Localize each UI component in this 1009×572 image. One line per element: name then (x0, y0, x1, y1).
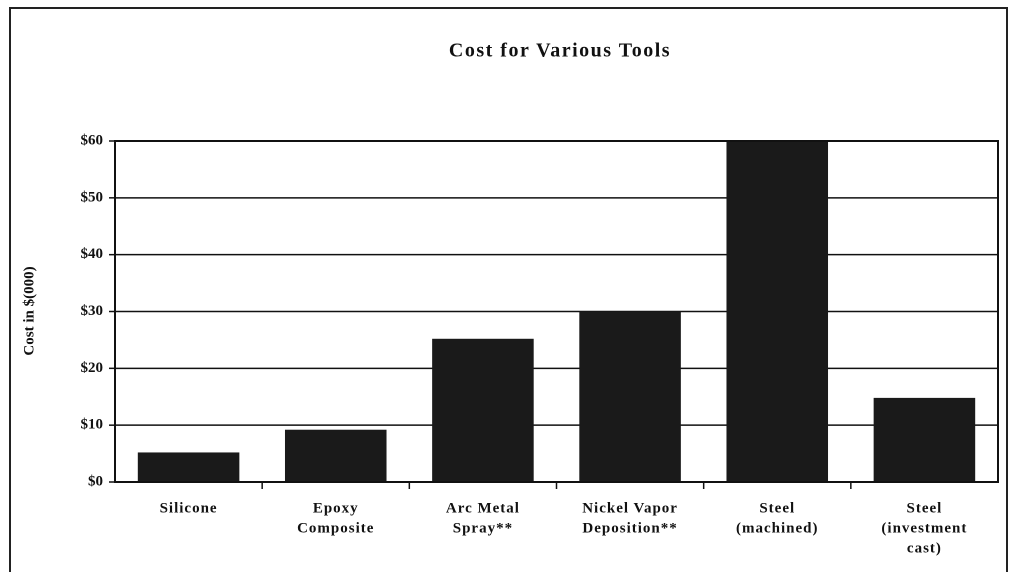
x-tick-label: Spray** (453, 520, 513, 536)
y-tick-label: $40 (81, 246, 104, 262)
x-tick-label: Silicone (160, 500, 218, 516)
x-tick-label: cast) (907, 540, 942, 556)
plot-frame (114, 140, 999, 483)
x-tick-label: Steel (759, 500, 795, 516)
x-tick-label: Nickel Vapor (582, 500, 678, 516)
y-tick-label: $10 (81, 417, 104, 433)
bar (432, 338, 534, 482)
x-tick-label: Arc Metal (446, 500, 520, 516)
x-tick-label: Composite (297, 520, 374, 536)
x-tick-label: Steel (907, 500, 943, 516)
bar (873, 397, 976, 482)
y-tick-label: $20 (81, 360, 104, 376)
y-tick-label: $0 (88, 473, 103, 489)
x-tick-label: Deposition** (582, 520, 677, 536)
y-tick-label: $50 (81, 189, 104, 205)
bar (579, 311, 681, 482)
bar (137, 452, 240, 482)
x-tick-label: (machined) (736, 520, 819, 536)
x-tick-label: Epoxy (313, 500, 359, 516)
y-tick-label: $60 (81, 132, 104, 148)
y-tick-label: $30 (81, 303, 104, 319)
y-axis-label: Cost in $(000) (21, 266, 37, 355)
bar (284, 429, 387, 482)
chart-title: Cost for Various Tools (449, 40, 671, 62)
frame (9, 7, 1008, 572)
x-tick-label: (investment (881, 520, 967, 536)
bar (726, 141, 829, 482)
